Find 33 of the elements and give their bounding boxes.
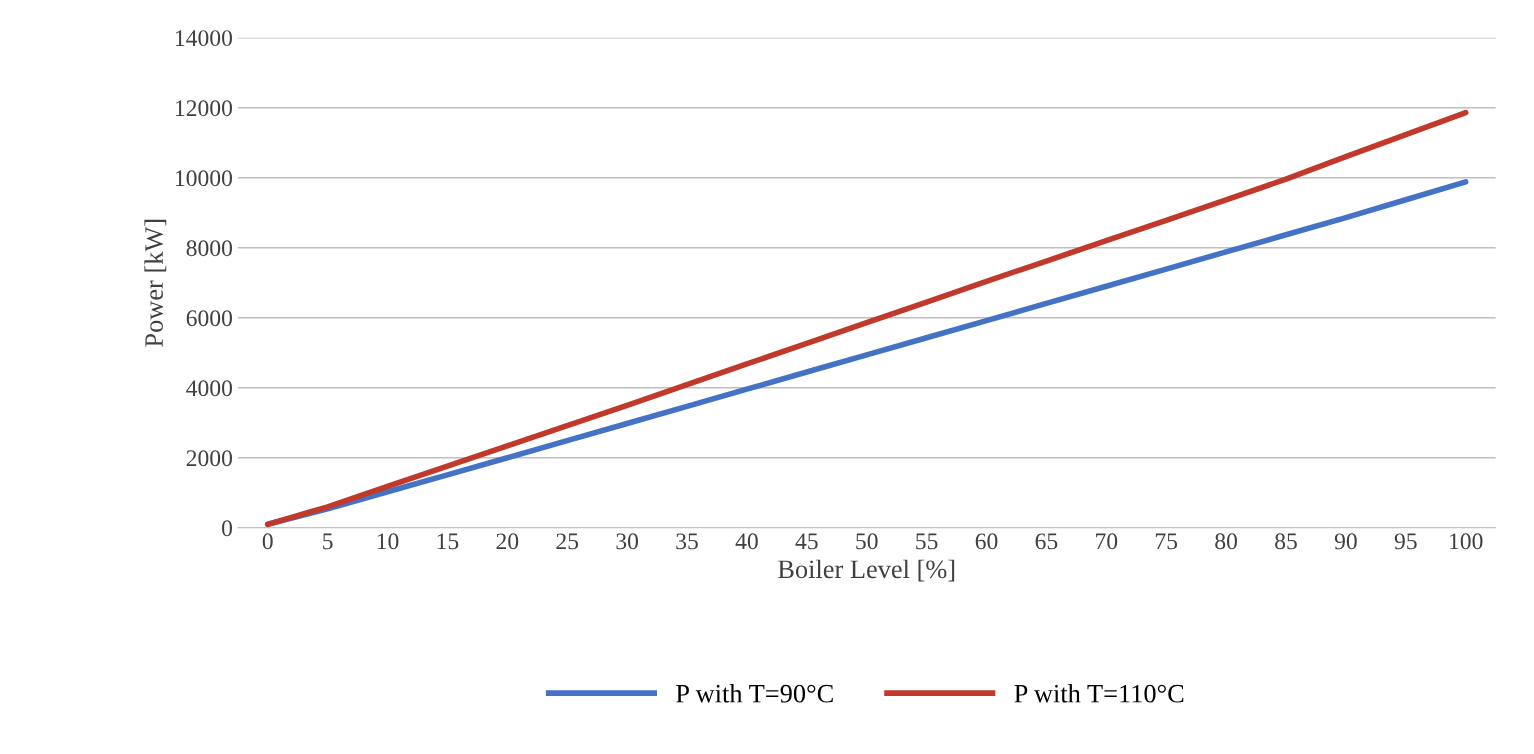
legend-label: P with T=90°C [676, 684, 833, 703]
x-tick-label: 5 [323, 533, 333, 550]
x-tick-label: 60 [975, 533, 998, 550]
x-tick-label: 90 [1334, 533, 1357, 550]
legend-label: P with T=110°C [1014, 684, 1184, 703]
x-tick-label: 75 [1155, 533, 1178, 550]
x-tick-label: 20 [496, 533, 519, 550]
x-tick-label: 0 [262, 533, 273, 550]
x-tick-label: 100 [1450, 533, 1483, 550]
x-tick-label: 45 [795, 533, 818, 550]
x-tick-label: 95 [1394, 533, 1417, 550]
y-tick-label: 6000 [186, 310, 233, 327]
x-tick-label: 30 [616, 533, 639, 550]
x-tick-label: 55 [916, 533, 938, 550]
x-tick-label: 15 [437, 533, 459, 550]
x-tick-label: 80 [1215, 533, 1238, 550]
x-tick-label: 50 [856, 533, 878, 550]
y-tick-label: 0 [222, 520, 233, 537]
x-tick-label: 70 [1096, 533, 1118, 550]
y-tick-label: 2000 [186, 450, 233, 467]
y-tick-label: 10000 [175, 170, 233, 187]
y-axis-title: Power [kW] [144, 219, 167, 347]
y-tick-label: 8000 [186, 240, 233, 257]
y-tick-label: 4000 [186, 380, 233, 397]
y-tick-label: 14000 [175, 30, 233, 47]
x-tick-label: 25 [556, 533, 579, 550]
x-axis-title: Boiler Level [%] [778, 559, 955, 582]
x-tick-label: 65 [1035, 533, 1058, 550]
x-tick-label: 10 [377, 533, 399, 550]
x-tick-label: 35 [676, 533, 698, 550]
x-tick-label: 40 [735, 533, 758, 550]
y-tick-label: 12000 [175, 100, 233, 117]
x-tick-label: 85 [1275, 533, 1297, 550]
